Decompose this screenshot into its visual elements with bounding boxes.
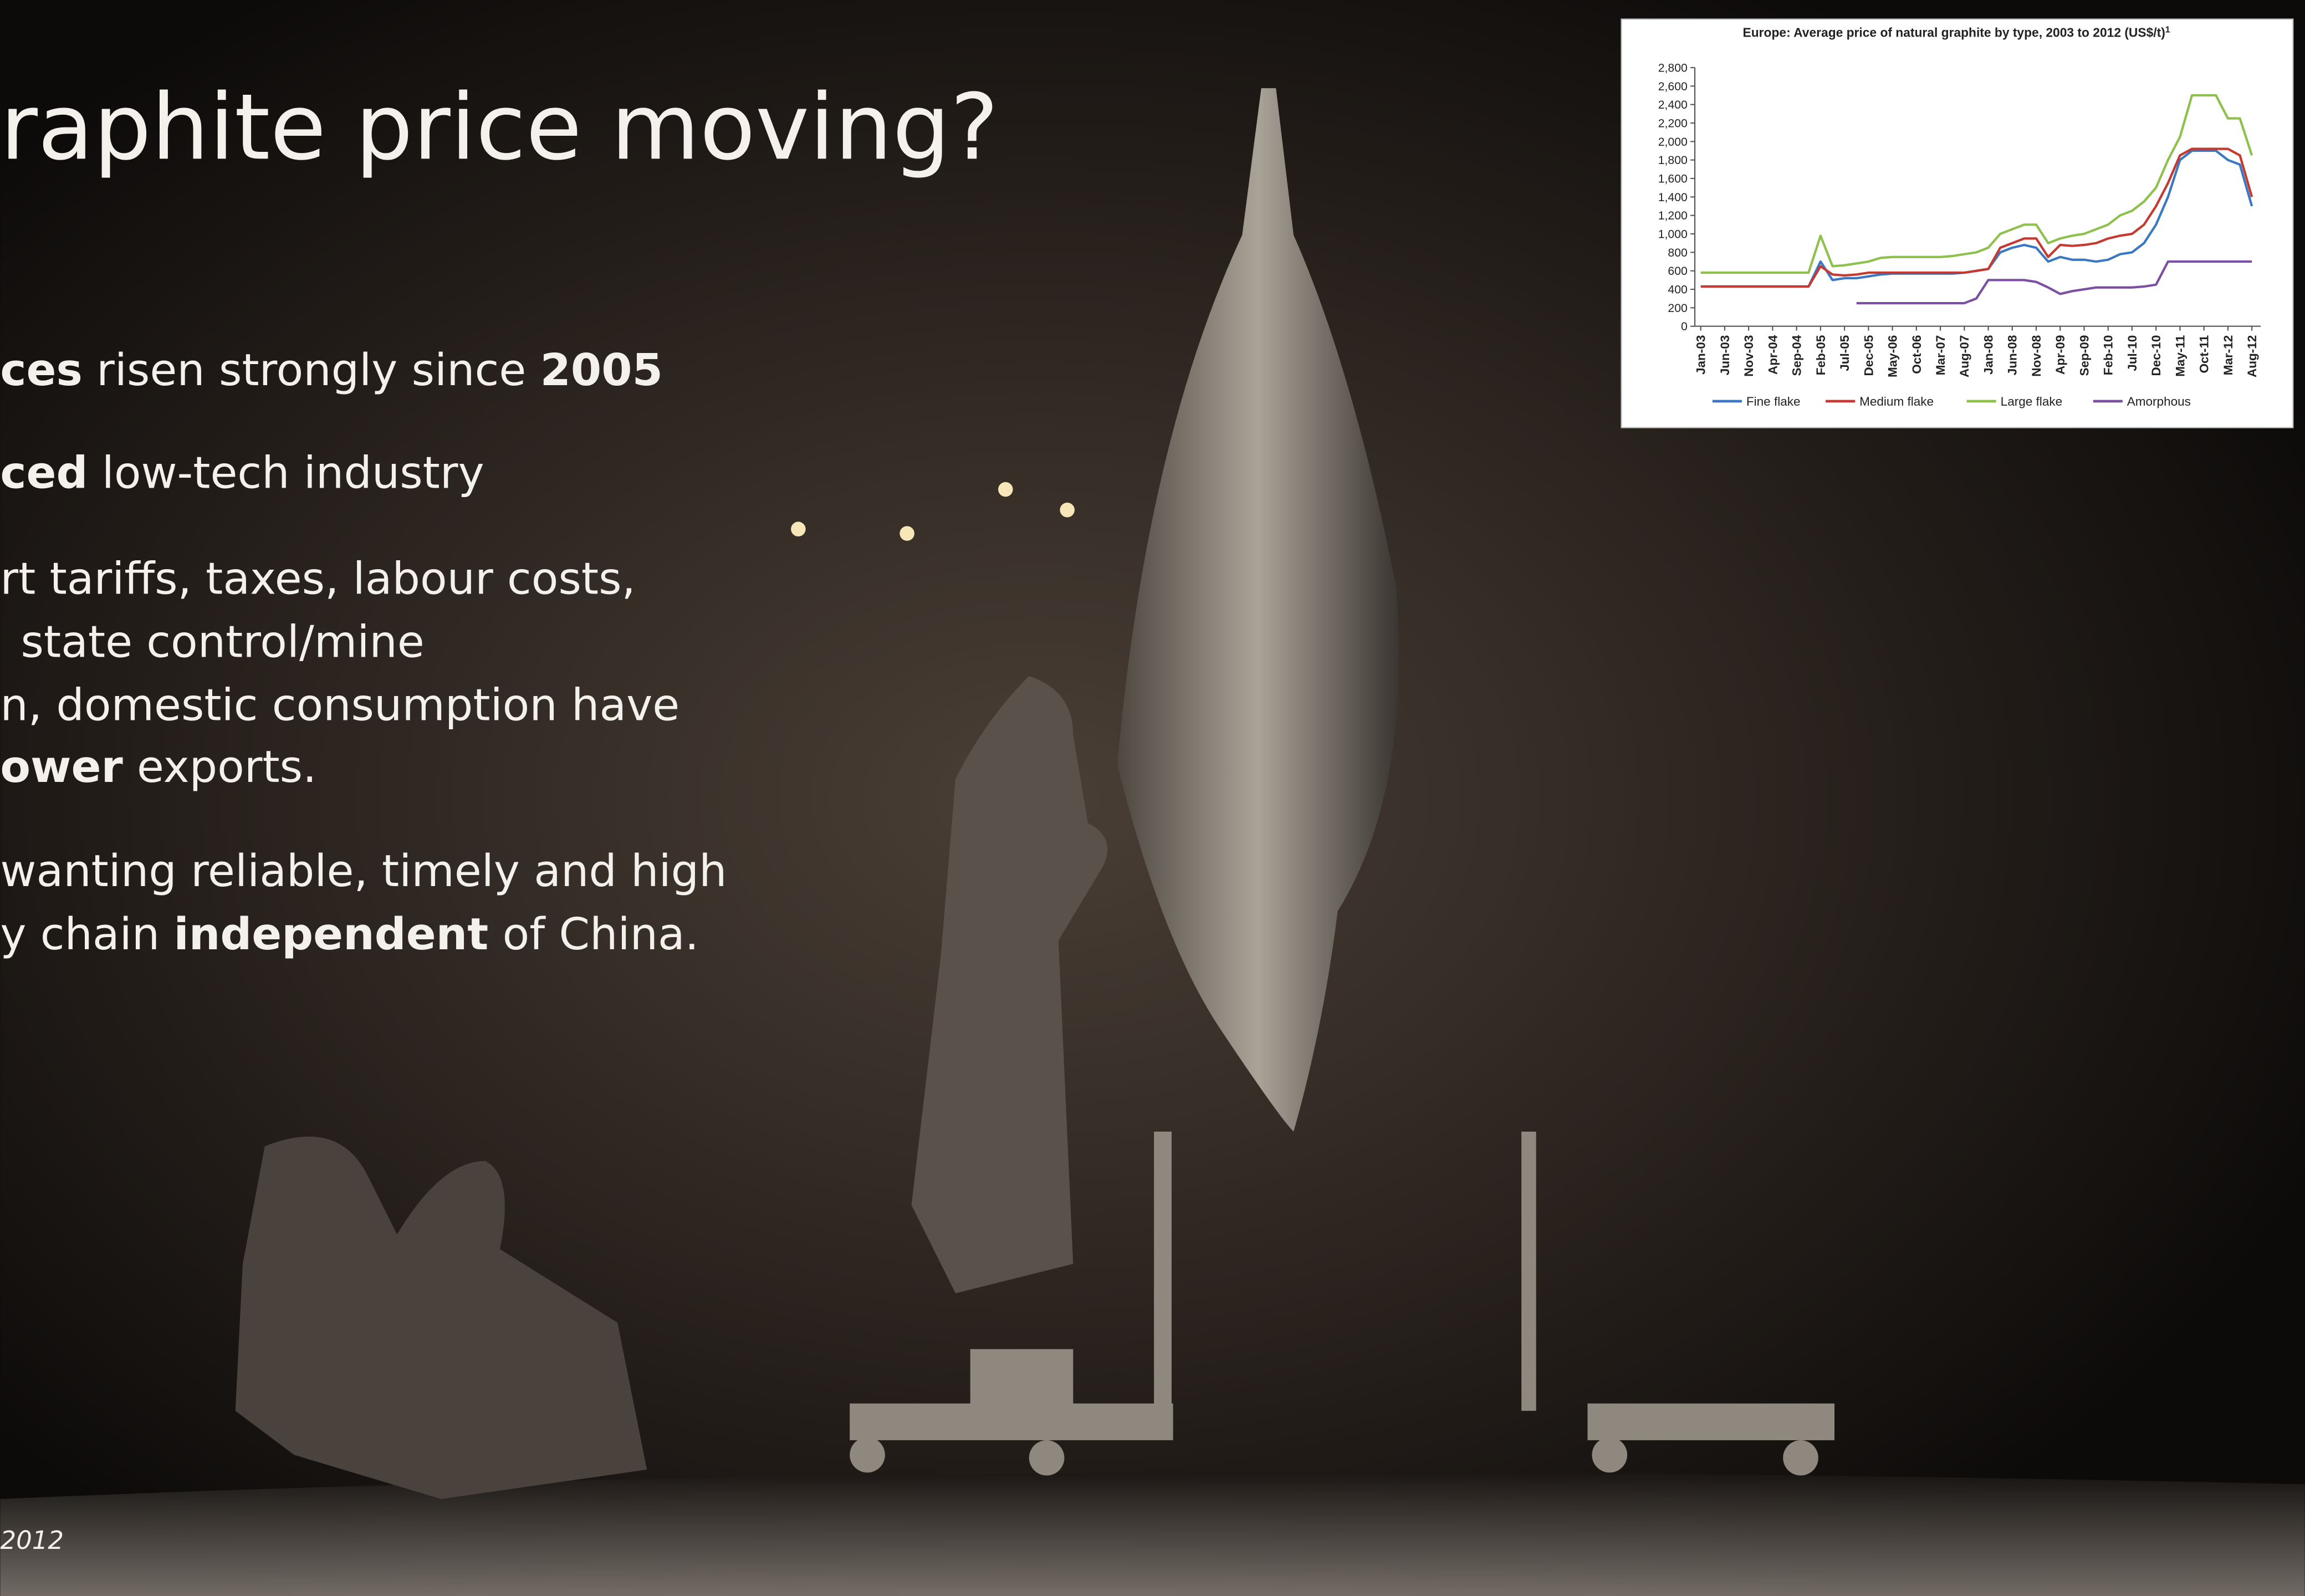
photo-scales	[850, 1131, 1834, 1476]
bullet-line: state control/mine	[21, 616, 425, 667]
y-tick-label: 1,000	[1658, 228, 1688, 241]
y-tick-label: 1,400	[1658, 191, 1688, 204]
x-tick-label: Jul-10	[2125, 335, 2139, 371]
x-tick-label: Nov-08	[2030, 335, 2043, 377]
x-tick-label: Dec-10	[2149, 335, 2163, 376]
photo-worker	[911, 676, 1108, 1293]
photo-lights	[791, 482, 1075, 541]
legend-label: Fine flake	[1746, 395, 1801, 408]
x-tick-label: Sep-04	[1790, 335, 1804, 376]
series-line	[1856, 260, 2252, 305]
x-tick-label: Mar-12	[2221, 335, 2235, 376]
chart-title-text: Europe: Average price of natural graphit…	[1743, 25, 2165, 39]
y-tick-label: 1,200	[1658, 209, 1688, 222]
y-tick-label: 1,600	[1658, 172, 1688, 185]
bullet-segment: low-tech industry	[88, 447, 484, 498]
bullet-line: y chain independent of China.	[0, 908, 699, 960]
bullet-segment: y chain	[0, 908, 173, 960]
bullet-segment: rt tariffs, taxes, labour costs,	[0, 553, 635, 604]
y-tick-label: 2,200	[1658, 117, 1688, 130]
x-tick-label: Nov-03	[1742, 335, 1756, 377]
bullet-line: ower exports.	[0, 741, 316, 792]
x-tick-label: Oct-06	[1910, 335, 1924, 374]
y-tick-label: 2,800	[1658, 62, 1688, 74]
y-tick-label: 400	[1668, 283, 1687, 296]
bullet-line: rt tariffs, taxes, labour costs,	[0, 553, 635, 604]
bullet-segment: independent	[173, 908, 488, 960]
slide-footer: 2012	[0, 1526, 64, 1555]
chart-title-note: 1	[2165, 25, 2170, 34]
chart-title: Europe: Average price of natural graphit…	[1743, 25, 2170, 39]
photo-hanging-bag	[1117, 88, 1399, 1132]
x-tick-label: Aug-12	[2245, 335, 2259, 377]
x-tick-label: Jun-03	[1718, 335, 1732, 376]
y-tick-label: 2,400	[1658, 99, 1688, 111]
x-tick-label: May-11	[2173, 335, 2187, 377]
x-tick-label: Jul-05	[1838, 335, 1852, 371]
legend-label: Amorphous	[2127, 395, 2191, 408]
y-tick-label: 1,800	[1658, 154, 1688, 167]
x-tick-label: May-06	[1886, 335, 1900, 377]
bullet-segment: ced	[0, 447, 88, 498]
bullet-segment: ower	[0, 741, 122, 792]
chart-panel	[1621, 18, 2294, 428]
y-tick-label: 200	[1668, 302, 1687, 315]
x-tick-label: Feb-10	[2102, 335, 2115, 376]
x-tick-label: Jun-08	[2006, 335, 2020, 376]
bullet-line: n, domestic consumption have	[0, 679, 679, 730]
bullet-line: ced low-tech industry	[0, 447, 484, 498]
x-tick-label: Apr-09	[2053, 335, 2067, 375]
series-line	[1700, 94, 2253, 274]
x-tick-label: Sep-09	[2077, 335, 2091, 376]
bullet-segment: n, domestic consumption have	[0, 679, 679, 730]
bullet-segment: ces	[0, 344, 82, 396]
x-tick-label: Jan-08	[1981, 335, 1995, 375]
bullet-segment: wanting reliable, timely and high	[0, 845, 727, 897]
chart: Europe: Average price of natural graphit…	[1621, 18, 2294, 428]
y-tick-label: 2,600	[1658, 80, 1688, 93]
slide-text: raphite price moving? 2012 ces risen str…	[0, 74, 998, 1555]
y-tick-label: 2,000	[1658, 136, 1688, 149]
bullet-segment: risen strongly since	[83, 344, 540, 396]
bullet-segment: state control/mine	[21, 616, 425, 667]
x-tick-label: Feb-05	[1814, 335, 1828, 376]
bullet-segment: of China.	[488, 908, 699, 960]
x-tick-label: Mar-07	[1934, 335, 1948, 376]
x-tick-label: Oct-11	[2197, 335, 2211, 374]
slide-title: raphite price moving?	[0, 74, 998, 180]
series-line	[1700, 147, 2253, 288]
bullet-line: wanting reliable, timely and high	[0, 845, 727, 897]
x-tick-label: Dec-05	[1862, 335, 1875, 376]
bullet-line: ces risen strongly since 2005	[0, 344, 663, 396]
y-tick-label: 800	[1668, 247, 1687, 259]
y-tick-label: 600	[1668, 265, 1687, 278]
y-tick-label: 0	[1681, 320, 1688, 333]
bullet-segment: 2005	[540, 344, 663, 396]
legend-label: Medium flake	[1859, 395, 1934, 408]
x-tick-label: Jan-03	[1694, 335, 1708, 375]
x-tick-label: Aug-07	[1958, 335, 1971, 377]
legend-label: Large flake	[2001, 395, 2062, 408]
photo-seated-workers	[235, 1136, 647, 1499]
photo-floor	[0, 1472, 2305, 1596]
x-tick-label: Apr-04	[1766, 335, 1780, 375]
bullet-segment: exports.	[123, 741, 317, 792]
